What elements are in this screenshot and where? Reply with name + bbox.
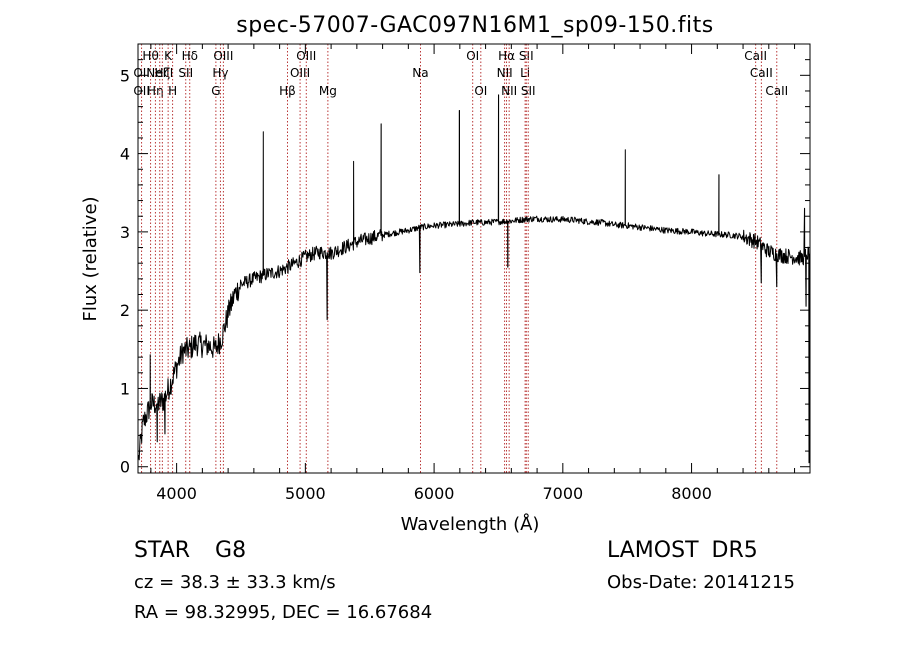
axes: 4000 5000 6000 7000 8000 0 1 2 3 4 5 bbox=[120, 43, 811, 503]
line-marker-label: CaII bbox=[744, 49, 767, 63]
line-marker-label: H bbox=[168, 84, 177, 98]
line-marker-label: Hζ bbox=[155, 66, 171, 80]
line-marker-label: NII bbox=[501, 84, 517, 98]
line-marker-label: Li bbox=[520, 66, 530, 80]
line-marker-label: G bbox=[211, 84, 220, 98]
y-tick-label: 1 bbox=[120, 379, 130, 398]
x-tick-label: 5000 bbox=[285, 484, 326, 503]
line-marker-label: OI bbox=[466, 49, 479, 63]
line-marker-label: Hη bbox=[147, 84, 164, 98]
line-marker-label: OIII bbox=[213, 49, 233, 63]
x-tick-label: 8000 bbox=[671, 484, 712, 503]
x-axis-label: Wavelength (Å) bbox=[401, 513, 540, 535]
x-tick-label: 6000 bbox=[414, 484, 455, 503]
observation-date: Obs-Date: 20141215 bbox=[607, 572, 795, 593]
x-tick-label: 7000 bbox=[542, 484, 583, 503]
line-marker-label: Na bbox=[412, 66, 428, 80]
line-marker-label: OI bbox=[474, 84, 487, 98]
spectrum-line bbox=[138, 94, 810, 464]
line-marker-label: SII bbox=[178, 66, 193, 80]
y-tick-label: 0 bbox=[120, 458, 130, 477]
spectrum-line-layer bbox=[138, 94, 810, 464]
chart-title: spec-57007-GAC097N16M1_sp09-150.fits bbox=[236, 13, 714, 38]
y-tick-label: 2 bbox=[120, 301, 130, 320]
line-marker-label: OIII bbox=[290, 66, 310, 80]
line-marker-label: Hγ bbox=[212, 66, 228, 80]
line-marker-label: SII bbox=[519, 49, 534, 63]
survey-name: LAMOST DR5 bbox=[607, 538, 758, 563]
line-marker-label: OIII bbox=[296, 49, 316, 63]
x-tick-label: 4000 bbox=[156, 484, 197, 503]
line-marker-label: CaII bbox=[765, 84, 788, 98]
emission-line-markers: OIIOIIHθHηNeIIIHζKHSIIHδGHγOIIIHβOIIIOII… bbox=[133, 44, 788, 473]
y-tick-label: 5 bbox=[120, 66, 130, 85]
line-marker-label: SII bbox=[521, 84, 536, 98]
line-marker-label: NeIII bbox=[146, 66, 173, 80]
line-marker-label: CaII bbox=[750, 66, 773, 80]
y-tick-label: 4 bbox=[120, 145, 130, 164]
redshift-velocity: cz = 38.3 ± 33.3 km/s bbox=[134, 572, 336, 593]
line-marker-label: NII bbox=[497, 66, 513, 80]
line-marker-label: Hβ bbox=[279, 84, 296, 98]
line-marker-label: Hθ bbox=[142, 49, 158, 63]
line-marker-label: Hα bbox=[498, 49, 515, 63]
y-axis-label: Flux (relative) bbox=[80, 196, 101, 321]
y-tick-label: 3 bbox=[120, 223, 130, 242]
spectral-class: STAR G8 bbox=[134, 538, 247, 563]
line-marker-label: Mg bbox=[319, 84, 337, 98]
coordinates: RA = 98.32995, DEC = 16.67684 bbox=[134, 602, 433, 623]
line-marker-label: OII bbox=[133, 66, 150, 80]
line-marker-label: Hδ bbox=[182, 49, 198, 63]
line-marker-label: K bbox=[164, 49, 173, 63]
plot-frame bbox=[137, 43, 811, 474]
